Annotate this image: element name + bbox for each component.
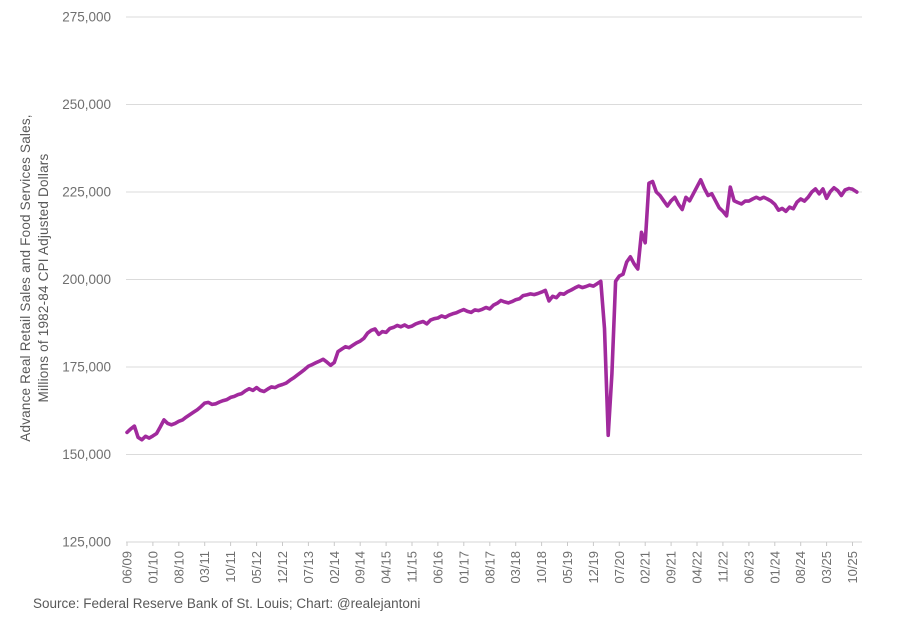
y-tick-label: 150,000 (62, 447, 111, 462)
y-tick-label: 125,000 (62, 535, 111, 550)
x-tick-label: 08/17 (482, 551, 497, 584)
x-tick-label: 03/25 (819, 551, 834, 584)
x-tick-label: 05/19 (560, 551, 575, 584)
gridlines-group (126, 16, 862, 455)
x-tick-label: 12/12 (275, 551, 290, 584)
x-tick-label: 12/19 (586, 551, 601, 584)
y-tick-label: 250,000 (62, 97, 111, 112)
x-tick-label: 02/21 (638, 551, 653, 584)
y-axis-title-line2: Millions of 1982-84 CPI Adjusted Dollars (36, 154, 51, 403)
x-tick-label: 10/25 (845, 551, 860, 584)
x-tick-label: 10/18 (534, 551, 549, 584)
x-tick-label: 10/11 (223, 551, 238, 583)
x-tick-label: 09/21 (664, 551, 679, 584)
data-line-dashed-tail (847, 186, 862, 197)
y-tick-label: 275,000 (62, 10, 111, 25)
x-tick-label: 06/16 (430, 551, 445, 584)
x-tick-label: 03/18 (508, 551, 523, 584)
x-tick-label: 08/24 (793, 551, 808, 584)
x-tick-label: 11/15 (405, 551, 420, 583)
x-tick-label: 04/22 (690, 551, 705, 584)
y-tick-label: 175,000 (62, 360, 111, 375)
x-tick-label: 07/20 (612, 551, 627, 584)
x-tick-label: 01/10 (145, 551, 160, 584)
source-note: Source: Federal Reserve Bank of St. Loui… (33, 596, 420, 611)
x-tick-label: 06/23 (741, 551, 756, 584)
data-line (125, 178, 851, 442)
y-tick-label: 200,000 (62, 272, 111, 287)
x-tick-label: 01/24 (767, 551, 782, 584)
x-tick-label: 04/15 (379, 551, 394, 584)
tick-labels-group: 125,000 150,000 175,000 200,000 225,000 250,0… (62, 10, 860, 584)
y-tick-label: 225,000 (62, 185, 111, 200)
series-group (125, 178, 862, 442)
x-tick-label: 11/22 (715, 551, 730, 583)
x-tick-label: 09/14 (353, 551, 368, 584)
x-axis-group (126, 541, 862, 546)
x-tick-label: 08/10 (171, 551, 186, 584)
x-tick-label: 06/09 (120, 551, 135, 584)
x-tick-label: 02/14 (327, 551, 342, 584)
x-tick-label: 07/13 (301, 551, 316, 584)
x-tick-label: 05/12 (249, 551, 264, 584)
x-tick-label: 01/17 (456, 551, 471, 584)
x-tick-label: 03/11 (197, 551, 212, 583)
y-axis-title-line1: Advance Real Retail Sales and Food Servi… (18, 114, 33, 441)
